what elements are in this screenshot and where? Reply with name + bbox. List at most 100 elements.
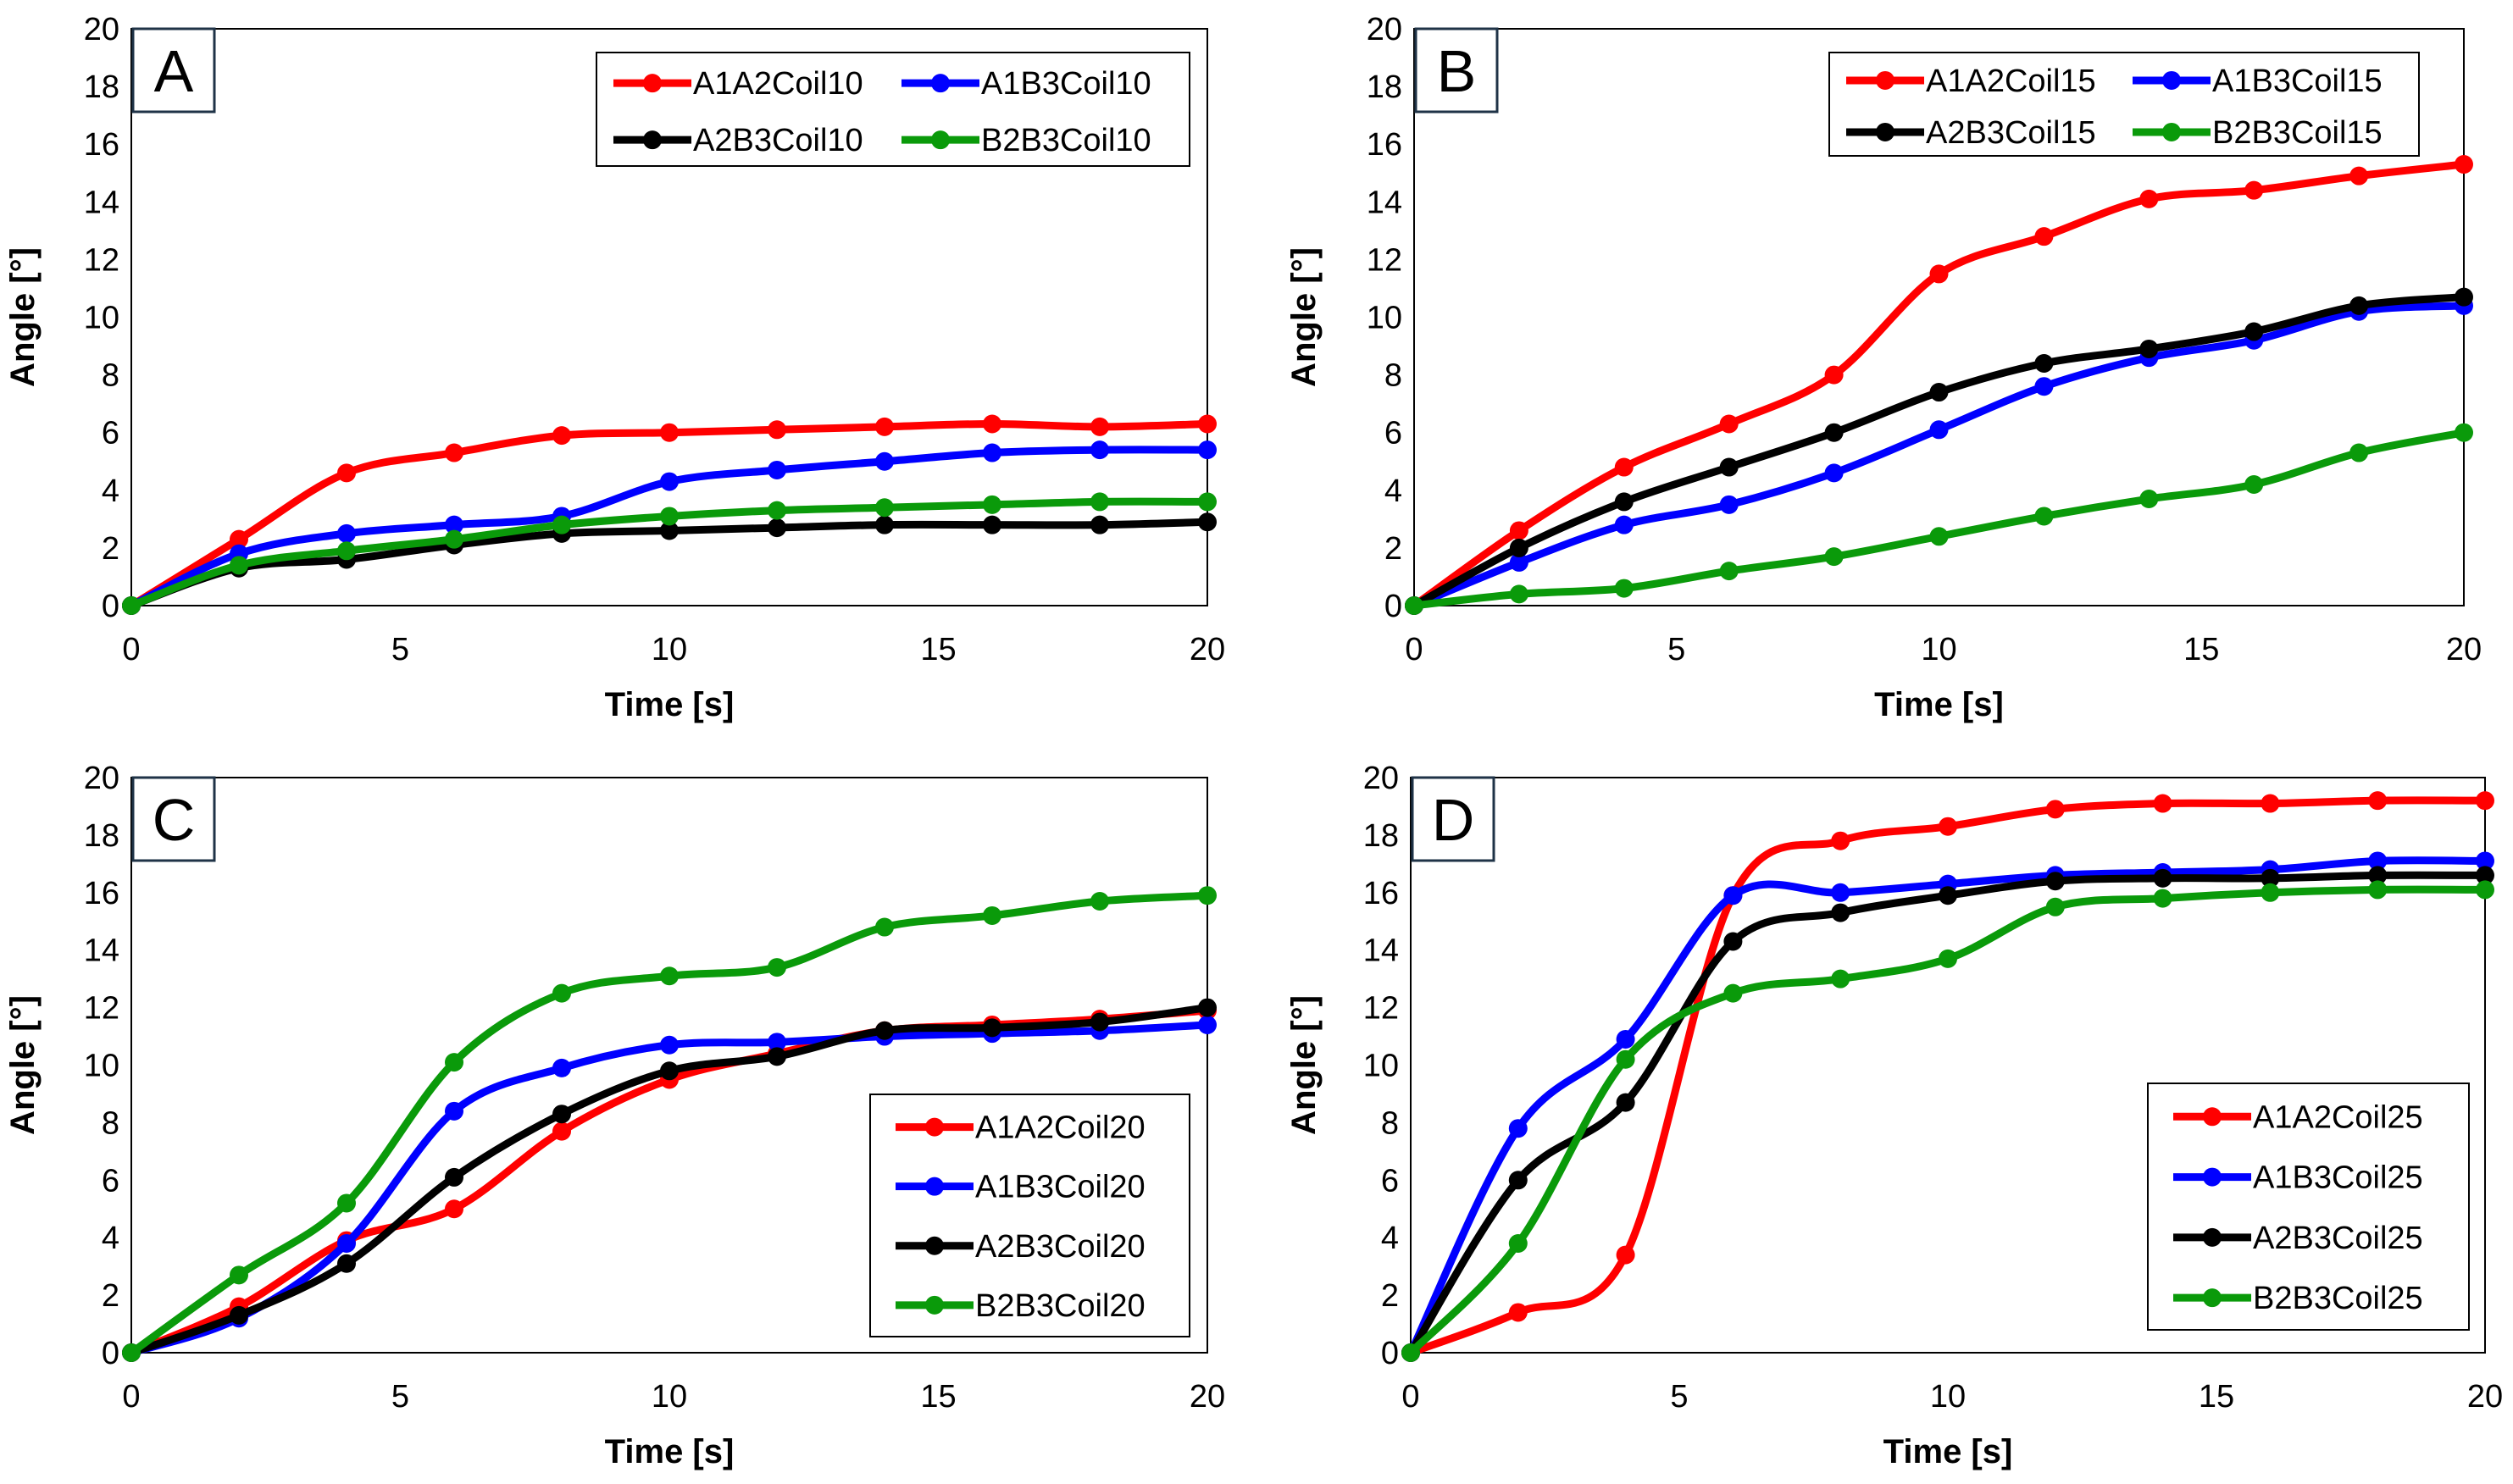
- panel-label: C: [153, 787, 196, 853]
- data-point: [983, 443, 1001, 462]
- panel-label-box: [1414, 27, 1499, 114]
- data-point: [1198, 512, 1217, 532]
- y-tick-label: 6: [1381, 1163, 1399, 1199]
- legend-marker: [931, 130, 950, 150]
- x-axis-title: Time [s]: [1874, 686, 2004, 723]
- y-tick-label: 4: [1384, 473, 1402, 509]
- data-point: [122, 1343, 141, 1362]
- x-tick-label: 15: [2199, 1379, 2234, 1415]
- legend-marker: [2162, 70, 2181, 90]
- y-tick-label: 8: [1384, 358, 1402, 394]
- legend-item: A2B3Coil25: [2173, 1221, 2423, 1256]
- panel-b: 0 2 4 6 8 10 12 14 16 18 20 0 5 10 15 20 Time [s] Angle […: [1285, 12, 2482, 723]
- legend-item: A1A2Coil10: [613, 66, 863, 102]
- data-point: [2045, 897, 2065, 916]
- data-point: [2153, 868, 2172, 888]
- x-tick-label: 20: [1190, 632, 1225, 667]
- data-point: [1831, 903, 1850, 922]
- legend-item: A1B3Coil10: [901, 66, 1151, 102]
- data-point: [552, 983, 571, 1003]
- y-tick-label: 16: [1363, 876, 1399, 911]
- data-point: [768, 958, 786, 977]
- y-tick-label: 0: [1381, 1336, 1399, 1371]
- data-point: [1929, 264, 1949, 284]
- series-line: [1407, 871, 2486, 1355]
- legend-label: B2B3Coil25: [2253, 1281, 2423, 1316]
- legend: A1A2Coil15 A1B3Coil15 A2B3Coil15 B2B3Coil15: [1828, 52, 2420, 157]
- data-point: [875, 498, 894, 518]
- data-point: [2455, 423, 2473, 442]
- legend-marker: [643, 130, 662, 150]
- y-tick-label: 10: [1367, 301, 1402, 336]
- data-point: [1401, 1343, 1420, 1362]
- series-line: [129, 891, 1208, 1356]
- legend-label: B2B3Coil10: [981, 123, 1151, 158]
- y-tick-label: 2: [102, 1278, 119, 1314]
- y-tick-label: 0: [102, 589, 119, 624]
- series-A1B3Coil10: [122, 440, 1217, 615]
- y-axis-title: Angle [°]: [4, 247, 42, 387]
- y-axis-title: Angle [°]: [4, 995, 42, 1135]
- y-axis-title: Angle [°]: [1285, 995, 1323, 1135]
- data-point: [2261, 883, 2280, 902]
- panel-label: A: [154, 38, 194, 104]
- data-point: [2368, 791, 2388, 811]
- data-point: [983, 1018, 1001, 1038]
- data-point: [2476, 880, 2494, 900]
- legend-label: A2B3Coil10: [693, 123, 863, 158]
- legend-box: [1828, 52, 2420, 157]
- y-tick-label: 8: [102, 1105, 119, 1141]
- y-tick-label: 12: [84, 242, 119, 278]
- data-point: [2034, 507, 2054, 526]
- series-A2B3Coil15: [1405, 287, 2473, 615]
- series-line: [1407, 885, 2486, 1356]
- data-point: [2139, 339, 2159, 358]
- data-point: [552, 1058, 571, 1077]
- data-point: [1723, 932, 1743, 951]
- legend-item: A1A2Coil15: [1846, 64, 2096, 99]
- data-point: [1616, 1245, 1635, 1265]
- data-point: [983, 905, 1001, 925]
- data-point: [2045, 800, 2065, 819]
- data-point: [2261, 868, 2280, 888]
- y-tick-label: 6: [102, 1163, 119, 1199]
- data-point: [1719, 457, 1739, 477]
- y-tick-label: 10: [1363, 1049, 1399, 1084]
- data-point: [337, 541, 356, 561]
- data-point: [2244, 180, 2264, 200]
- x-tick-label: 5: [1667, 632, 1685, 667]
- data-point: [660, 507, 679, 526]
- y-tick-label: 12: [1363, 991, 1399, 1027]
- y-tick-label: 12: [1367, 242, 1402, 278]
- x-tick-label: 5: [391, 632, 409, 667]
- data-point: [337, 1233, 356, 1253]
- legend-item: A2B3Coil15: [1846, 115, 2096, 151]
- legend-label: A1B3Coil25: [2253, 1160, 2423, 1196]
- data-point: [768, 518, 786, 538]
- data-point: [1929, 383, 1949, 402]
- panel-label-box: [131, 27, 216, 114]
- data-point: [1198, 492, 1217, 512]
- series-A1A2Coil10: [122, 414, 1217, 615]
- y-tick-label: 4: [1381, 1221, 1399, 1256]
- legend-label: A1A2Coil20: [975, 1110, 1146, 1146]
- y-tick-label: 18: [1363, 818, 1399, 854]
- x-tick-label: 0: [122, 632, 140, 667]
- legend-marker: [643, 74, 662, 93]
- data-point: [2368, 880, 2388, 900]
- data-point: [2244, 474, 2264, 494]
- x-tick-label: 15: [920, 632, 956, 667]
- x-tick-label: 10: [652, 1379, 687, 1415]
- legend-label: A2B3Coil15: [1926, 115, 2096, 151]
- legend-marker: [925, 1295, 944, 1315]
- y-tick-label: 10: [84, 301, 119, 336]
- data-point: [1824, 423, 1844, 442]
- data-point: [1824, 547, 1844, 567]
- data-point: [552, 1105, 571, 1124]
- y-tick-label: 10: [84, 1049, 119, 1084]
- data-point: [1939, 817, 1957, 836]
- data-point: [2455, 287, 2473, 307]
- x-tick-label: 20: [2446, 632, 2482, 667]
- legend-item: A2B3Coil10: [613, 123, 863, 158]
- data-point: [875, 417, 894, 436]
